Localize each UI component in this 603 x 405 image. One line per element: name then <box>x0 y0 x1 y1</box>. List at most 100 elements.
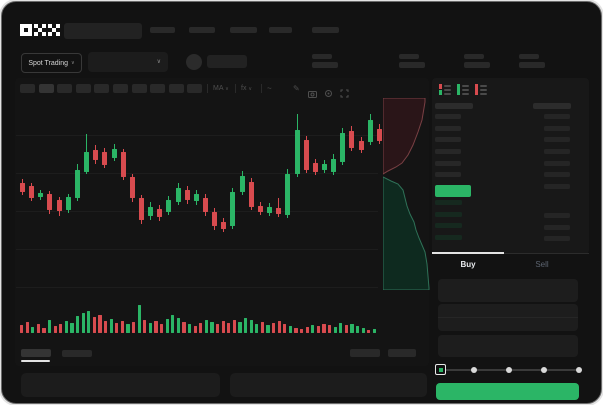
timeframe-button[interactable] <box>168 84 184 93</box>
volume-bar <box>322 324 326 333</box>
amount-input[interactable] <box>438 304 578 331</box>
candle-body <box>129 177 135 198</box>
market-type-label: Spot Trading <box>28 59 69 67</box>
bid-row-amount <box>544 225 570 230</box>
candle-body <box>120 152 126 177</box>
buy-button[interactable] <box>436 383 579 400</box>
volume-bar <box>132 322 136 333</box>
price-input[interactable] <box>438 279 578 302</box>
candle-body <box>29 186 35 198</box>
timeframe-button[interactable] <box>94 84 110 93</box>
bid-row-amount <box>544 236 570 241</box>
stat-24h-3-label <box>464 54 484 59</box>
ask-row-price <box>435 126 461 131</box>
volume-bar <box>137 305 141 333</box>
overlay-dropdown[interactable]: fx ∨ <box>241 85 253 92</box>
orderbook-view-bids-icon[interactable] <box>457 84 469 95</box>
last-price-badge <box>435 185 471 197</box>
total-input[interactable] <box>438 335 578 357</box>
volume-bar <box>154 321 158 333</box>
buy-tab-underline <box>432 252 504 254</box>
volume-bar <box>92 317 96 333</box>
stat-24h-1-value <box>312 62 338 68</box>
candle-body <box>157 209 163 217</box>
nav-item-3[interactable] <box>230 27 257 33</box>
slider-stop[interactable] <box>506 366 512 373</box>
ask-row-amount <box>544 137 570 142</box>
volume-bar <box>81 313 85 333</box>
bottom-action-1[interactable] <box>350 349 380 357</box>
orderbook-view-asks-icon[interactable] <box>475 84 487 95</box>
ask-row-amount <box>544 184 570 189</box>
ask-row-price <box>435 137 461 142</box>
market-type-selector[interactable]: Spot Trading ∨ <box>21 53 82 73</box>
tab-buy[interactable]: Buy <box>460 260 476 269</box>
volume-bar <box>367 330 371 333</box>
volume-bar <box>294 328 298 333</box>
timeframe-button[interactable] <box>150 84 166 93</box>
bottom-tab-active[interactable] <box>21 349 51 357</box>
timeframe-button[interactable] <box>187 84 203 93</box>
volume-bar <box>356 326 360 333</box>
volume-bar <box>227 323 231 333</box>
candle-body <box>358 141 364 150</box>
timeframe-button[interactable] <box>75 84 91 93</box>
search-input[interactable] <box>64 23 142 39</box>
slider-stop[interactable] <box>471 366 477 373</box>
timeframe-button[interactable] <box>113 84 128 93</box>
bottom-tab-2[interactable] <box>62 350 92 357</box>
draw-tool-icon[interactable]: ✎ <box>293 84 300 93</box>
bid-row-price <box>435 235 462 240</box>
camera-icon[interactable] <box>308 85 317 103</box>
candle-body <box>65 197 71 210</box>
chart-gridline <box>16 135 378 136</box>
bid-row-amount <box>544 213 570 218</box>
indicator-dropdown[interactable]: MA ∨ <box>213 85 229 92</box>
ask-row-price <box>435 161 461 166</box>
volume-bar <box>76 316 80 333</box>
chevron-down-icon: ∨ <box>248 86 253 92</box>
volume-bar <box>277 321 281 333</box>
slider-stop[interactable] <box>541 366 547 373</box>
candle-body <box>367 120 373 142</box>
orderbook-header-price <box>435 103 473 109</box>
nav-item-5[interactable] <box>312 27 339 33</box>
line-tool-icon[interactable]: ~ <box>267 84 272 93</box>
candle-body <box>212 212 218 226</box>
chevron-down-icon: ∨ <box>71 60 75 66</box>
pair-selector[interactable]: ∨ <box>88 52 168 72</box>
tab-sell[interactable]: Sell <box>535 260 549 269</box>
volume-bar <box>53 326 57 333</box>
amount-slider[interactable] <box>435 364 582 375</box>
orderbook-view-both-icon[interactable] <box>439 84 451 95</box>
volume-bar <box>160 324 164 333</box>
candle-body <box>148 207 154 216</box>
nav-item-2[interactable] <box>189 27 215 33</box>
orders-panel-right <box>230 373 427 397</box>
bid-row-price <box>435 200 462 205</box>
fullscreen-icon[interactable] <box>340 85 349 103</box>
timeframe-button[interactable] <box>57 84 73 93</box>
timeframe-button[interactable] <box>38 84 54 93</box>
slider-stop[interactable] <box>576 366 582 373</box>
nav-item-4[interactable] <box>269 27 292 33</box>
nav-item-1[interactable] <box>150 27 175 33</box>
candle-body <box>203 198 208 212</box>
timeframe-button[interactable] <box>20 84 35 93</box>
ask-row-amount <box>544 161 570 166</box>
candle-body <box>93 150 99 160</box>
candle-body <box>20 183 25 192</box>
ask-row-amount <box>544 149 570 154</box>
slider-handle[interactable] <box>435 364 446 375</box>
volume-bar <box>115 323 119 333</box>
gear-icon[interactable] <box>324 85 333 103</box>
stat-24h-4-label <box>519 54 539 59</box>
stat-24h-2-value <box>399 62 425 68</box>
chevron-down-icon: ∨ <box>225 86 229 92</box>
okx-logo[interactable] <box>20 22 60 39</box>
volume-bar <box>59 324 63 333</box>
timeframe-button[interactable] <box>131 84 147 93</box>
bottom-action-2[interactable] <box>388 349 416 357</box>
stat-24h-4-value <box>519 62 545 68</box>
